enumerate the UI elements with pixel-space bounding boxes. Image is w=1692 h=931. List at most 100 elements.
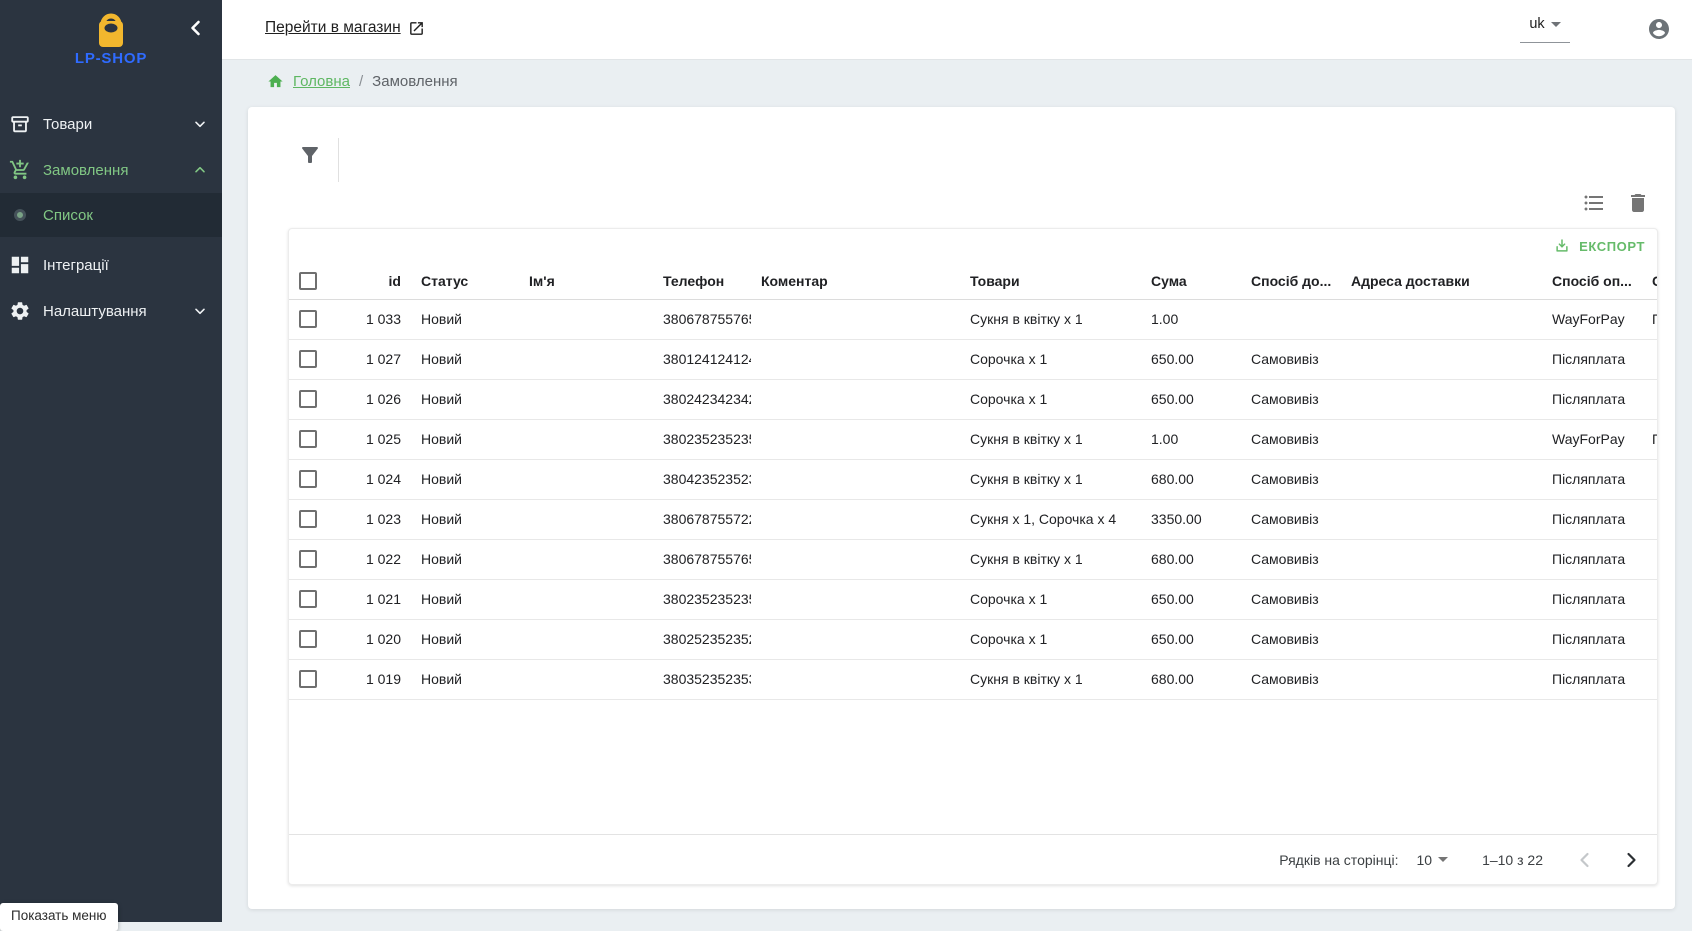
row-checkbox[interactable]: [299, 630, 317, 649]
sidebar-item-settings[interactable]: Налаштування: [0, 288, 222, 334]
cell-address: [1341, 339, 1542, 380]
select-all-checkbox[interactable]: [299, 271, 317, 290]
table-row[interactable]: 1 023 Новий 380678755722 Сукня x 1, Сорочка…: [289, 499, 1657, 540]
row-checkbox-cell: [289, 499, 339, 540]
cell-products: Сукня x 1, Сорочка x 4: [960, 499, 1141, 540]
sidebar-item-label: Товари: [43, 115, 93, 133]
column-header-phone[interactable]: Телефон: [653, 263, 751, 300]
cell-comment: [751, 459, 960, 500]
select-all-cell: [289, 263, 339, 300]
export-button[interactable]: ЕКСПОРТ: [1553, 237, 1645, 255]
cell-name: [519, 299, 653, 340]
column-header-name[interactable]: Ім'я: [519, 263, 653, 300]
sidebar-menu: Товари Замовлення Список Інтеграції: [0, 101, 222, 334]
cell-payment_status: [1642, 339, 1657, 380]
row-checkbox[interactable]: [299, 310, 317, 329]
cell-comment: [751, 619, 960, 660]
cell-address: [1341, 659, 1542, 700]
sidebar-item-products[interactable]: Товари: [0, 101, 222, 147]
chevron-down-icon[interactable]: [1438, 857, 1449, 862]
row-checkbox[interactable]: [299, 350, 317, 369]
column-header-payment[interactable]: Спосіб оп...: [1542, 263, 1642, 300]
cell-status: Новий: [411, 459, 519, 500]
breadcrumb-home-link[interactable]: Головна: [293, 73, 350, 90]
cell-products: Сукня в квітку x 1: [960, 419, 1141, 460]
column-header-products[interactable]: Товари: [960, 263, 1141, 300]
row-checkbox[interactable]: [299, 430, 317, 449]
rows-per-page-value[interactable]: 10: [1416, 851, 1433, 868]
sidebar-item-label: Замовлення: [43, 161, 129, 179]
column-header-status[interactable]: Статус: [411, 263, 519, 300]
row-checkbox-cell: [289, 459, 339, 500]
sidebar-subitem-list[interactable]: Список: [0, 193, 222, 237]
cell-address: [1341, 579, 1542, 620]
row-checkbox-cell: [289, 659, 339, 700]
collapse-sidebar-button[interactable]: [184, 16, 208, 40]
chevron-down-icon: [1550, 21, 1561, 27]
cell-name: [519, 659, 653, 700]
list-icon: [1584, 195, 1603, 211]
row-checkbox[interactable]: [299, 470, 317, 489]
column-header-payment-status[interactable]: Ст: [1642, 263, 1657, 300]
cell-status: Новий: [411, 619, 519, 660]
chevron-down-icon: [192, 303, 208, 319]
cell-payment_status: [1642, 659, 1657, 700]
table-row[interactable]: 1 020 Новий 380252352352 Сорочка x 1 650.00 С…: [289, 619, 1657, 660]
cell-id: 1 025: [339, 419, 411, 460]
sidebar-item-integrations[interactable]: Інтеграції: [0, 242, 222, 288]
cell-payment_status: [1642, 619, 1657, 660]
row-checkbox-cell: [289, 539, 339, 580]
table-row[interactable]: 1 027 Новий 380124124124 Сорочка x 1 650.00 С…: [289, 339, 1657, 380]
filter-button[interactable]: [298, 143, 322, 167]
cart-add-icon: [9, 159, 31, 181]
table-row[interactable]: 1 033 Новий 380678755765 Сукня в квітку x 1…: [289, 299, 1657, 340]
sidebar-item-orders[interactable]: Замовлення: [0, 147, 222, 193]
cell-payment: Післяплата: [1542, 339, 1642, 380]
cell-delivery: Самовивіз: [1241, 619, 1341, 660]
column-list-button[interactable]: [1582, 191, 1606, 215]
cell-payment: Післяплата: [1542, 499, 1642, 540]
table-row[interactable]: 1 025 Новий 380235235235 Сукня в квітку x 1…: [289, 419, 1657, 460]
row-checkbox-cell: [289, 619, 339, 660]
row-checkbox-cell: [289, 379, 339, 420]
language-selector[interactable]: uk: [1520, 16, 1570, 43]
cell-delivery: Самовивіз: [1241, 659, 1341, 700]
row-checkbox[interactable]: [299, 590, 317, 609]
cell-id: 1 024: [339, 459, 411, 500]
cell-name: [519, 539, 653, 580]
column-header-address[interactable]: Адреса доставки: [1341, 263, 1542, 300]
delete-button[interactable]: [1626, 191, 1650, 215]
cell-sum: 650.00: [1141, 579, 1241, 620]
cell-address: [1341, 539, 1542, 580]
row-checkbox[interactable]: [299, 670, 317, 689]
cell-payment_status: Пі: [1642, 299, 1657, 340]
cell-id: 1 020: [339, 619, 411, 660]
table-row[interactable]: 1 021 Новий 380235235235 Сорочка x 1 650.00 С…: [289, 579, 1657, 620]
row-checkbox[interactable]: [299, 390, 317, 409]
sidebar: LP-SHOP Товари Замовлення Список: [0, 0, 222, 922]
cell-payment: WayForPay: [1542, 299, 1642, 340]
cell-delivery: Самовивіз: [1241, 459, 1341, 500]
cell-name: [519, 499, 653, 540]
column-header-delivery[interactable]: Спосіб до...: [1241, 263, 1341, 300]
cell-payment: Післяплата: [1542, 579, 1642, 620]
column-header-comment[interactable]: Коментар: [751, 263, 960, 300]
table-row[interactable]: 1 019 Новий 380352352353 Сукня в квітку x 1…: [289, 659, 1657, 700]
column-header-sum[interactable]: Сума: [1141, 263, 1241, 300]
toolbar-divider: [338, 138, 339, 182]
cell-id: 1 019: [339, 659, 411, 700]
next-page-button[interactable]: [1619, 848, 1643, 872]
logo[interactable]: LP-SHOP: [0, 0, 222, 84]
row-checkbox[interactable]: [299, 510, 317, 529]
table-row[interactable]: 1 024 Новий 380423523523 Сукня в квітку x 1…: [289, 459, 1657, 500]
orders-page-card: ЕКСПОРТ id Статус Ім'я Телефон: [248, 107, 1675, 909]
cell-payment_status: [1642, 539, 1657, 580]
column-header-id[interactable]: id: [339, 263, 411, 300]
cell-phone: 380252352352: [653, 619, 751, 660]
breadcrumb-separator: /: [359, 73, 364, 90]
table-row[interactable]: 1 026 Новий 380242342342 Сорочка x 1 650.00 С…: [289, 379, 1657, 420]
user-avatar-button[interactable]: [1647, 17, 1671, 41]
go-to-store-link[interactable]: Перейти в магазин: [265, 19, 425, 37]
table-row[interactable]: 1 022 Новий 380678755765 Сукня в квітку x 1…: [289, 539, 1657, 580]
row-checkbox[interactable]: [299, 550, 317, 569]
